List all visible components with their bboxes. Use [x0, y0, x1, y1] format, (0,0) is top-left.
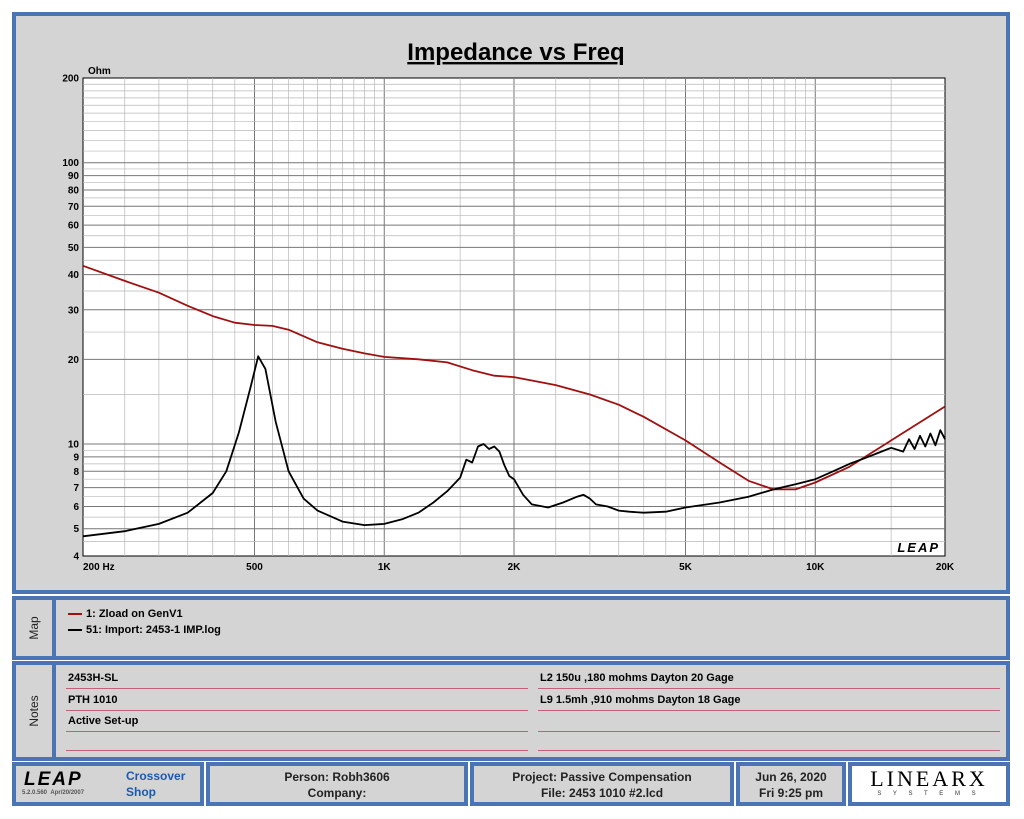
- y-tick-label: 8: [73, 467, 79, 478]
- note-left-1[interactable]: 2453H-SL: [66, 671, 528, 689]
- time-text: Fri 9:25 pm: [758, 786, 824, 800]
- series-layer: [82, 264, 946, 538]
- x-tick-label: 1K: [378, 562, 392, 573]
- legend-entry-2[interactable]: 51: Import: 2453-1 IMP.log: [68, 624, 221, 636]
- linearx-systems: S Y S T E M S: [877, 791, 981, 797]
- x-tick-label: 200 Hz: [83, 562, 115, 573]
- y-tick-label: 50: [68, 243, 80, 254]
- product-name-line2: Shop: [126, 785, 156, 799]
- brand-box: LINEARX S Y S T E M S: [848, 762, 1010, 806]
- project-box: Project: Passive Compensation File: 2453…: [470, 762, 734, 806]
- version-text: 5.2.0.560 Apr/20/2007: [22, 790, 84, 796]
- linearx-logo: LINEARX: [870, 766, 988, 791]
- note-left-4[interactable]: [66, 733, 528, 751]
- note-right-2[interactable]: L9 1.5mh ,910 mohms Dayton 18 Gage: [538, 693, 1000, 711]
- map-panel: Map 1: Zload on GenV1 51: Import: 2453-1…: [12, 596, 1010, 660]
- product-name-line1: Crossover: [126, 769, 186, 783]
- y-tick-label: 4: [73, 552, 79, 563]
- legend-label-2: 51: Import: 2453-1 IMP.log: [86, 624, 221, 636]
- map-tab[interactable]: Map: [16, 600, 56, 656]
- version-number: 5.2.0.560: [22, 790, 48, 796]
- company-text: Company:: [307, 786, 367, 800]
- product-box: LEAP 5.2.0.560 Apr/20/2007 Crossover Sho…: [12, 762, 204, 806]
- y-tick-label: 30: [68, 305, 80, 316]
- version-date: Apr/20/2007: [50, 790, 85, 796]
- date-box: Jun 26, 2020 Fri 9:25 pm: [736, 762, 846, 806]
- chart-panel: Impedance vs Freq Ohm 200 Hz 500 1K 2K 5K 10K…: [12, 12, 1010, 594]
- x-tick-label: 500: [246, 562, 263, 573]
- y-tick-label: 80: [68, 185, 80, 196]
- note-left-2[interactable]: PTH 1010: [66, 693, 528, 711]
- notes-tab[interactable]: Notes: [16, 665, 56, 757]
- x-tick-label: 10K: [806, 562, 825, 573]
- notes-tab-label: Notes: [27, 695, 41, 727]
- y-tick-label: 90: [68, 171, 80, 182]
- legend-entry-1[interactable]: 1: Zload on GenV1: [68, 608, 183, 620]
- project-text: Project: Passive Compensation: [512, 770, 692, 784]
- y-tick-label: 200: [62, 74, 79, 85]
- y-tick-label: 20: [68, 355, 80, 366]
- note-left-3[interactable]: Active Set-up: [66, 714, 528, 732]
- y-tick-label: 9: [73, 452, 79, 463]
- map-tab-label: Map: [27, 616, 41, 640]
- leap-watermark: LEAP: [897, 540, 940, 555]
- y-tick-label: 40: [68, 270, 80, 281]
- legend-swatch-1: [68, 613, 82, 616]
- file-text: File: 2453 1010 #2.lcd: [540, 786, 664, 800]
- chart-title: Impedance vs Freq: [407, 39, 624, 66]
- note-right-4[interactable]: [538, 733, 1000, 751]
- y-tick-label: 60: [68, 221, 80, 232]
- x-tick-label: 20K: [936, 562, 955, 573]
- footer: LEAP 5.2.0.560 Apr/20/2007 Crossover Sho…: [12, 762, 1010, 806]
- x-tick-label: 2K: [508, 562, 522, 573]
- notes-panel: Notes 2453H-SL PTH 1010 Active Set-up L2…: [12, 661, 1010, 761]
- y-tick-label: 100: [62, 158, 79, 169]
- y-tick-label: 5: [73, 524, 79, 535]
- grid-lines: [83, 78, 945, 556]
- legend-label-1: 1: Zload on GenV1: [86, 608, 183, 620]
- y-tick-label: 6: [73, 502, 79, 513]
- date-text: Jun 26, 2020: [755, 770, 827, 784]
- x-tick-label: 5K: [679, 562, 693, 573]
- note-right-3[interactable]: [538, 714, 1000, 732]
- y-tick-label: 7: [73, 483, 79, 494]
- note-right-1[interactable]: L2 150u ,180 mohms Dayton 20 Gage: [538, 671, 1000, 689]
- tick-labels: 200 Hz 500 1K 2K 5K 10K 20K 4 5 6 7 8 910 20 30 40 50 60 7…: [62, 74, 955, 574]
- impedance-chart: Impedance vs Freq Ohm 200 Hz 500 1K 2K 5K 10K…: [62, 39, 955, 574]
- legend-swatch-2: [68, 629, 82, 632]
- person-text: Person: Robh3606: [284, 770, 390, 784]
- series-line-2: [82, 355, 946, 538]
- leap-watermark-text: LEAP: [897, 540, 940, 555]
- y-tick-label: 70: [68, 202, 80, 213]
- leap-logo: LEAP: [24, 769, 83, 790]
- y-axis-label: Ohm: [88, 66, 111, 77]
- y-tick-label: 10: [68, 440, 80, 451]
- person-box: Person: Robh3606 Company:: [206, 762, 468, 806]
